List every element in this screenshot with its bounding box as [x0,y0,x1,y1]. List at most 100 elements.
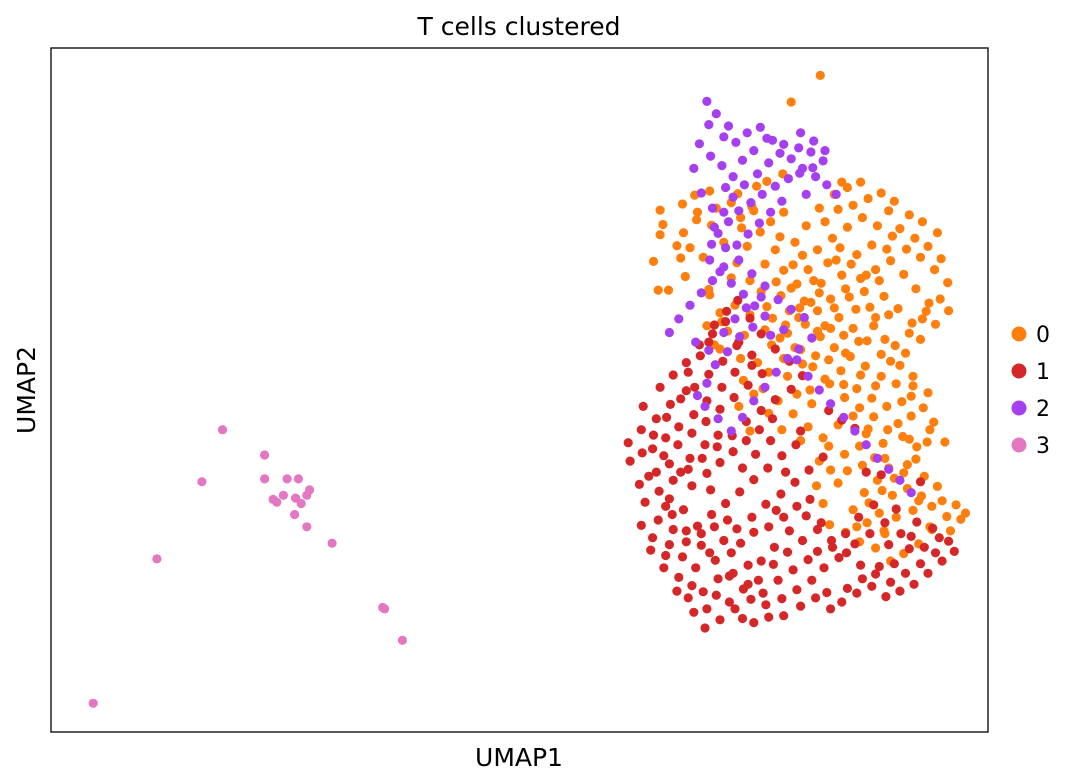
scatter-point-cluster-1 [934,533,944,543]
scatter-point-cluster-1 [648,444,658,454]
scatter-point-cluster-0 [824,355,834,365]
scatter-point-cluster-2 [707,276,718,286]
scatter-point-cluster-2 [711,109,721,119]
scatter-point-cluster-1 [709,522,720,532]
scatter-point-cluster-0 [908,381,918,391]
legend-label-2: 2 [1036,397,1050,422]
scatter-point-cluster-1 [646,545,656,555]
scatter-point-cluster-2 [739,180,750,190]
scatter-point-cluster-2 [707,203,718,213]
scatter-point-cluster-1 [805,494,815,504]
scatter-point-cluster-0 [915,252,926,262]
scatter-point-cluster-1 [678,505,689,515]
scatter-point-cluster-0 [836,366,846,376]
scatter-point-cluster-0 [851,304,861,314]
scatter-point-cluster-0 [899,269,909,279]
scatter-point-cluster-0 [648,256,659,266]
scatter-point-cluster-0 [886,356,896,366]
scatter-point-cluster-0 [927,501,937,511]
scatter-point-cluster-1 [776,489,786,499]
scatter-point-cluster-1 [672,586,682,596]
scatter-point-cluster-1 [637,448,647,458]
scatter-point-cluster-0 [901,244,912,254]
scatter-point-cluster-1 [796,426,806,436]
scatter-point-cluster-3 [397,635,407,645]
scatter-point-cluster-2 [723,217,734,227]
scatter-point-cluster-0 [856,370,866,380]
scatter-point-cluster-1 [661,433,671,443]
scatter-point-cluster-3 [260,474,270,484]
scatter-point-cluster-2 [806,147,816,157]
scatter-point-cluster-1 [757,369,767,379]
scatter-point-cluster-1 [721,317,731,327]
scatter-point-cluster-0 [889,196,899,206]
scatter-point-cluster-1 [754,425,765,435]
scatter-point-cluster-0 [911,284,921,294]
scatter-point-cluster-0 [752,181,762,191]
scatter-point-cluster-1 [697,453,707,463]
scatter-point-cluster-3 [278,490,288,500]
scatter-point-cluster-1 [747,360,757,370]
scatter-point-cluster-1 [850,539,860,549]
scatter-point-cluster-1 [644,471,654,481]
scatter-point-cluster-1 [869,500,879,510]
scatter-point-cluster-2 [685,300,695,310]
scatter-point-cluster-1 [674,422,684,432]
scatter-point-cluster-0 [918,403,928,413]
scatter-point-cluster-3 [260,450,270,460]
scatter-point-cluster-1 [770,395,780,405]
scatter-point-cluster-2 [822,180,832,190]
scatter-point-cluster-1 [634,479,645,489]
scatter-point-cluster-1 [904,544,914,554]
scatter-point-cluster-1 [730,604,740,614]
scatter-point-cluster-0 [848,505,858,515]
scatter-point-cluster-1 [865,529,875,539]
scatter-point-cluster-1 [884,540,894,550]
scatter-point-cluster-2 [721,182,731,193]
scatter-point-cluster-0 [930,319,941,329]
scatter-point-cluster-0 [878,438,888,448]
scatter-point-cluster-1 [818,452,828,462]
scatter-point-cluster-2 [726,426,736,436]
scatter-point-cluster-1 [659,451,669,461]
scatter-point-cluster-2 [775,148,785,158]
scatter-point-cluster-1 [690,382,700,392]
scatter-point-cluster-2 [796,128,806,138]
scatter-point-cluster-2 [783,174,794,184]
scatter-point-cluster-0 [871,543,881,553]
scatter-point-cluster-1 [900,568,911,578]
scatter-point-cluster-0 [782,371,793,381]
scatter-point-cluster-0 [831,255,841,265]
scatter-point-cluster-0 [827,233,838,243]
scatter-point-cluster-2 [732,240,742,250]
scatter-point-cluster-1 [700,440,710,450]
scatter-point-cluster-0 [930,265,940,275]
scatter-point-cluster-1 [827,542,838,552]
scatter-point-cluster-0 [834,312,844,323]
scatter-point-cluster-3 [152,554,162,564]
scatter-point-cluster-0 [745,276,755,286]
scatter-point-cluster-1 [648,533,658,543]
scatter-point-cluster-1 [766,436,776,446]
scatter-point-cluster-0 [852,250,862,260]
scatter-point-cluster-1 [717,382,727,392]
scatter-point-cluster-0 [906,411,916,421]
scatter-point-cluster-1 [706,485,716,495]
scatter-point-cluster-0 [803,422,813,432]
scatter-point-cluster-0 [908,371,918,381]
scatter-point-cluster-0 [887,231,898,241]
scatter-point-cluster-1 [718,356,728,366]
scatter-point-cluster-2 [689,163,699,173]
scatter-point-cluster-2 [702,378,712,388]
scatter-point-cluster-2 [746,198,756,208]
scatter-point-cluster-3 [272,497,282,507]
scatter-points [88,70,971,708]
scatter-point-cluster-0 [890,340,900,351]
scatter-point-cluster-0 [677,199,688,209]
scatter-point-cluster-0 [887,490,898,500]
scatter-point-cluster-2 [664,327,675,338]
scatter-point-cluster-0 [680,271,690,282]
scatter-point-cluster-0 [805,385,815,395]
scatter-point-cluster-1 [676,394,686,404]
scatter-point-cluster-1 [724,597,735,607]
